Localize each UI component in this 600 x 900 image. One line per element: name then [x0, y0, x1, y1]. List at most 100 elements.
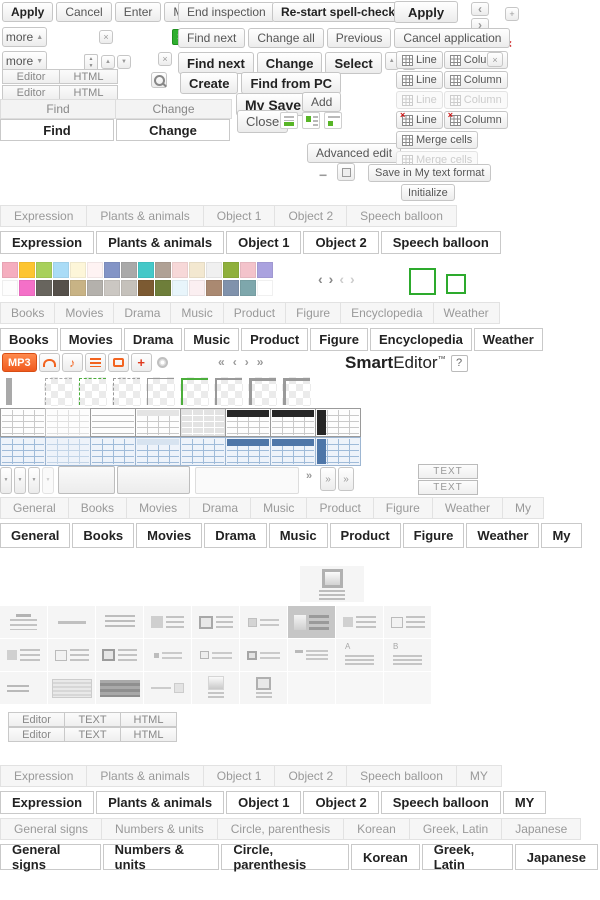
- sticker-my-tab[interactable]: Plants & animals: [87, 765, 204, 787]
- layout-template-thumb[interactable]: [336, 606, 383, 638]
- media-tab-selected[interactable]: Movies: [59, 328, 122, 351]
- chars-tab-selected[interactable]: Greek, Latin: [421, 842, 513, 872]
- mode-tab-2[interactable]: Editor: [8, 727, 65, 742]
- chars-tab-selected[interactable]: Japanese: [514, 844, 598, 870]
- layout-template-thumb[interactable]: [336, 672, 383, 704]
- sticker-my-tab[interactable]: Object 1: [203, 765, 276, 787]
- color-swatch[interactable]: [104, 262, 120, 278]
- general-tab-selected[interactable]: Movies: [136, 523, 203, 548]
- pattern-swatch[interactable]: [257, 280, 273, 296]
- layout-template-thumb[interactable]: [192, 606, 239, 638]
- media-tab-selected[interactable]: Figure: [310, 328, 368, 351]
- tv-button[interactable]: [107, 353, 129, 372]
- general-tab-selected[interactable]: Music: [268, 523, 328, 548]
- pattern-swatch[interactable]: [155, 280, 171, 296]
- color-swatch[interactable]: [36, 262, 52, 278]
- color-swatch[interactable]: [155, 262, 171, 278]
- select-button-bold[interactable]: Select: [325, 52, 382, 74]
- layout-template-thumb[interactable]: [144, 672, 191, 704]
- border-style-thumb[interactable]: [146, 377, 175, 406]
- general-tab[interactable]: Product: [307, 497, 374, 519]
- find-next-button-bold[interactable]: Find next: [178, 52, 254, 74]
- general-tab-selected[interactable]: Figure: [402, 523, 465, 548]
- sticker-my-tab-selected[interactable]: Expression: [0, 791, 95, 814]
- sticker-tab-selected[interactable]: Object 2: [303, 231, 379, 254]
- layout-template-thumb[interactable]: [288, 672, 335, 704]
- table-style-thumb-blue[interactable]: [135, 437, 181, 466]
- border-style-thumb[interactable]: [248, 377, 277, 406]
- table-style-thumb-blue[interactable]: [225, 437, 271, 466]
- media-tab[interactable]: Figure: [286, 302, 342, 324]
- html-tab[interactable]: HTML: [59, 69, 118, 84]
- pattern-swatch[interactable]: [2, 280, 18, 296]
- chars-tab[interactable]: Japanese: [502, 818, 582, 840]
- media-tab-selected[interactable]: Product: [241, 328, 309, 351]
- layout-template-thumb[interactable]: [96, 639, 143, 671]
- minus-icon[interactable]: −: [319, 167, 328, 183]
- enter-button[interactable]: Enter: [114, 2, 162, 22]
- media-tab[interactable]: Weather: [433, 302, 500, 324]
- color-swatch[interactable]: [70, 262, 86, 278]
- sticker-my-tab-selected[interactable]: Plants & animals: [96, 791, 225, 814]
- restart-spellcheck-button[interactable]: Re-start spell-check: [272, 2, 405, 22]
- more-expand-button[interactable]: more ▼: [2, 51, 47, 71]
- editor-tab[interactable]: Editor: [2, 69, 60, 84]
- close-x-button[interactable]: ×: [99, 30, 113, 44]
- pattern-swatch[interactable]: [189, 280, 205, 296]
- layout-template-thumb[interactable]: [192, 639, 239, 671]
- prev-page-icon[interactable]: ‹: [232, 355, 237, 369]
- media-tab-selected[interactable]: Music: [184, 328, 240, 351]
- layout-template-thumb[interactable]: [336, 639, 383, 671]
- mode-tab[interactable]: Editor: [8, 712, 65, 727]
- align-image-left-icon[interactable]: [302, 112, 320, 129]
- table-style-thumb-gray[interactable]: [135, 408, 181, 437]
- initialize-button[interactable]: Initialize: [401, 184, 455, 201]
- pattern-swatch[interactable]: [53, 280, 69, 296]
- sticker-tab-selected[interactable]: Expression: [0, 231, 95, 254]
- media-tab-selected[interactable]: Encyclopedia: [369, 328, 472, 351]
- create-button[interactable]: Create: [180, 72, 239, 94]
- border-style-thumb[interactable]: [78, 377, 107, 406]
- insert-line-button[interactable]: Line: [396, 51, 443, 69]
- table-style-thumb-blue[interactable]: [315, 437, 361, 466]
- insert-line-button-2[interactable]: Line: [396, 71, 443, 89]
- color-swatch[interactable]: [121, 262, 137, 278]
- sticker-my-tab[interactable]: Expression: [0, 765, 88, 787]
- layout-template-thumb[interactable]: [240, 639, 287, 671]
- mp3-button[interactable]: MP3: [2, 353, 37, 372]
- chars-tab[interactable]: Numbers & units: [102, 818, 218, 840]
- apply-button[interactable]: Apply: [2, 2, 54, 22]
- color-swatch[interactable]: [138, 262, 154, 278]
- pattern-swatch[interactable]: [206, 280, 222, 296]
- editor-tab-2[interactable]: Editor: [2, 85, 60, 100]
- pattern-swatch[interactable]: [70, 280, 86, 296]
- general-tab[interactable]: Movies: [127, 497, 191, 519]
- color-swatch[interactable]: [223, 262, 239, 278]
- general-tab[interactable]: Books: [68, 497, 128, 519]
- general-tab-selected[interactable]: Books: [72, 523, 135, 548]
- color-swatch[interactable]: [189, 262, 205, 278]
- merge-cells-button[interactable]: Merge cells: [396, 131, 479, 149]
- select-box-1[interactable]: [58, 466, 115, 494]
- delete-column-button[interactable]: Column: [443, 110, 508, 129]
- search-button[interactable]: [151, 72, 167, 88]
- general-tab[interactable]: Music: [251, 497, 308, 519]
- layout-template-thumb[interactable]: [0, 639, 47, 671]
- table-style-thumb-gray[interactable]: [0, 408, 46, 437]
- delete-line-button[interactable]: Line: [396, 110, 443, 129]
- general-tab[interactable]: Weather: [432, 497, 503, 519]
- sticker-tab[interactable]: Object 2: [275, 205, 348, 227]
- border-style-thumb[interactable]: [112, 377, 141, 406]
- general-tab[interactable]: My: [502, 497, 544, 519]
- mode-tab-2[interactable]: HTML: [120, 727, 177, 742]
- sticker-tab[interactable]: Object 1: [203, 205, 276, 227]
- expand-more-button-1[interactable]: »: [320, 467, 336, 491]
- insert-column-button-2[interactable]: Column: [443, 71, 508, 89]
- sticker-tab[interactable]: Plants & animals: [87, 205, 204, 227]
- select-box-2[interactable]: [117, 466, 190, 494]
- color-swatch[interactable]: [53, 262, 69, 278]
- layout-template-thumb[interactable]: [48, 672, 95, 704]
- mode-tab[interactable]: TEXT: [64, 712, 121, 727]
- table-style-thumb-blue[interactable]: [270, 437, 316, 466]
- dropdown-button-3[interactable]: ▼: [28, 466, 40, 494]
